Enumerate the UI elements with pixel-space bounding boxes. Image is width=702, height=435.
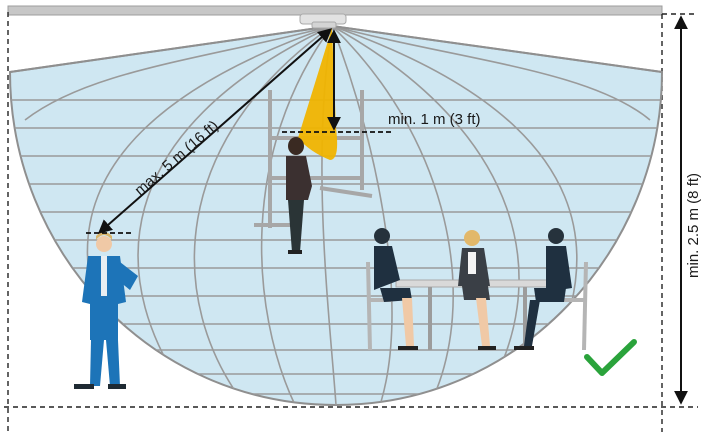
standing-man	[74, 232, 138, 389]
max-distance-arrow	[97, 28, 333, 234]
ceiling-sensor-icon	[299, 13, 347, 29]
min-distance-label: min. 1 m (3 ft)	[388, 111, 481, 128]
chairs	[366, 261, 588, 351]
seated-person-right	[514, 228, 572, 350]
min-height-label: min. 2.5 m (8 ft)	[685, 173, 702, 278]
checkmark-icon	[584, 339, 637, 376]
seated-person-left	[374, 228, 418, 350]
room-boundary	[4, 12, 698, 432]
seated-person-center	[458, 230, 496, 350]
